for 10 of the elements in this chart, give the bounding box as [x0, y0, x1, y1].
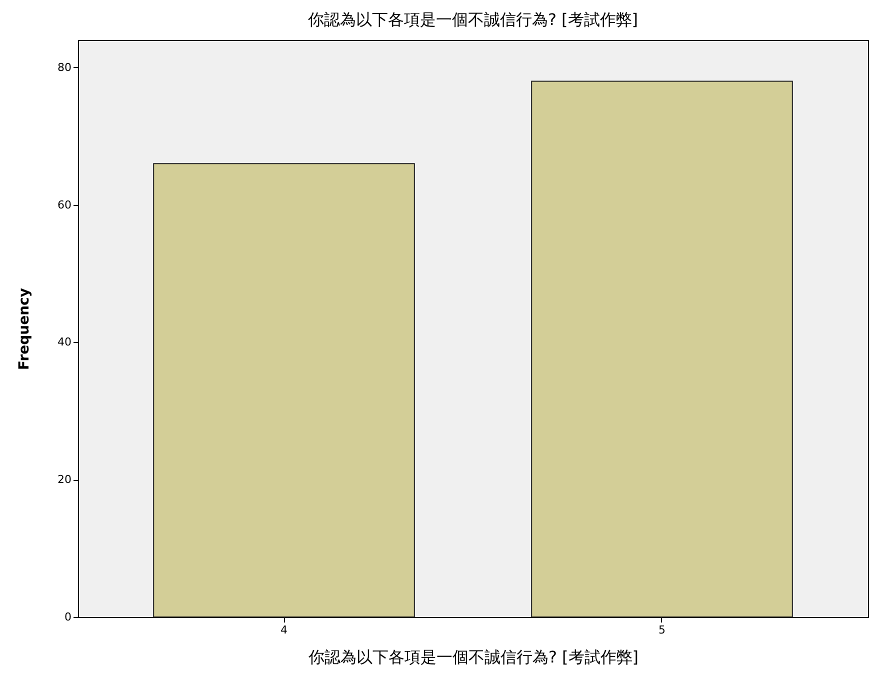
- y-tick-label: 80: [58, 60, 72, 74]
- x-axis-title: 你認為以下各項是一個不誠信行為? [考試作弊]: [307, 648, 639, 666]
- y-tick-label: 60: [58, 198, 72, 212]
- y-tick-label: 0: [64, 610, 72, 624]
- x-tick-label: 4: [280, 624, 288, 636]
- chart-title: 你認為以下各項是一個不誠信行為? [考試作弊]: [306, 10, 638, 29]
- y-tick-label: 40: [58, 336, 72, 349]
- y-axis-title: Frequency: [16, 288, 33, 370]
- y-tick-label: 20: [58, 473, 72, 486]
- x-tick-label: 5: [658, 624, 666, 636]
